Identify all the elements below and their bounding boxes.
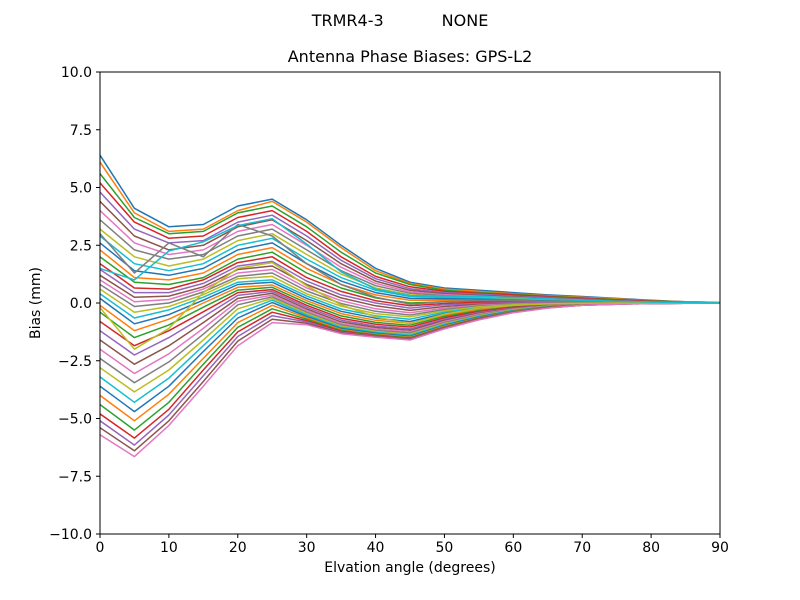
- series-line-39: [100, 261, 720, 350]
- x-tick-label: 80: [642, 540, 660, 556]
- y-tick-label: −7.5: [58, 469, 92, 485]
- y-tick-label: 2.5: [70, 238, 92, 254]
- x-tick-label: 30: [298, 540, 316, 556]
- suptitle-radome: NONE: [441, 10, 489, 30]
- x-tick-label: 60: [504, 540, 522, 556]
- x-axis-label: Elvation angle (degrees): [324, 560, 496, 576]
- suptitle: TRMR4-3 NONE: [0, 10, 800, 30]
- x-tick-label: 90: [711, 540, 729, 556]
- x-tick-label: 10: [160, 540, 178, 556]
- series-lines: [100, 154, 720, 458]
- y-tick-label: −2.5: [58, 354, 92, 370]
- y-tick-label: 7.5: [70, 123, 92, 139]
- suptitle-antenna: TRMR4-3: [311, 10, 384, 30]
- chart-title: Antenna Phase Biases: GPS-L2: [287, 47, 533, 66]
- y-tick-label: 10.0: [61, 65, 92, 81]
- y-tick-label: 5.0: [70, 181, 92, 197]
- y-tick-label: −5.0: [58, 412, 92, 428]
- x-tick-label: 70: [573, 540, 591, 556]
- x-tick-label: 0: [96, 540, 105, 556]
- x-tick-label: 40: [367, 540, 385, 556]
- x-tick-label: 20: [229, 540, 247, 556]
- series-line-37: [100, 302, 720, 458]
- y-tick-label: −10.0: [49, 527, 92, 543]
- series-line-40: [100, 217, 720, 304]
- x-tick-label: 50: [436, 540, 454, 556]
- y-tick-label: 0.0: [70, 296, 92, 312]
- y-axis-label: Bias (mm): [28, 266, 44, 340]
